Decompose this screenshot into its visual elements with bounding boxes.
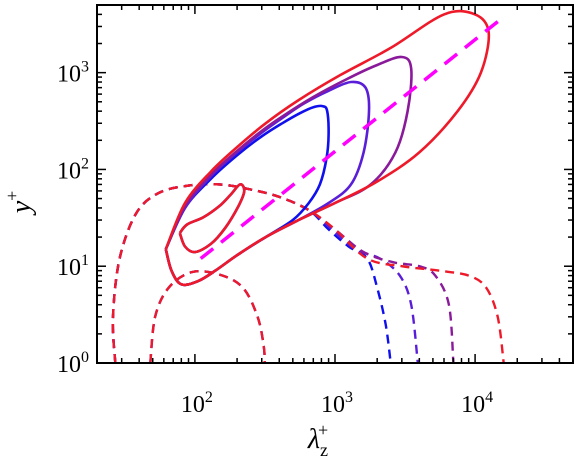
plot-marks — [111, 9, 505, 363]
series-1-dashed-contour-0 — [111, 182, 419, 363]
y-tick-label-0: 100 — [57, 349, 89, 378]
x-axis-label: λz+ — [307, 420, 328, 459]
x-tick-label-2: 102 — [181, 389, 213, 418]
series-0-dashed-contour-0 — [111, 182, 392, 363]
axis-ticks — [96, 4, 574, 364]
x-tick-label-3: 103 — [321, 389, 353, 418]
series-3-solid-contour-1 — [178, 183, 246, 254]
series-3-dashed-contour-1 — [149, 269, 266, 363]
y-tick-label-3: 103 — [57, 59, 89, 88]
plot-area — [96, 4, 574, 364]
series-3-dashed-contour-0 — [111, 182, 505, 363]
reference-line — [199, 18, 501, 260]
plot-frame — [96, 4, 574, 364]
y-tick-label-2: 102 — [57, 155, 89, 184]
series-0-dashed-contour-1 — [149, 269, 266, 363]
series-1-solid-contour-0 — [164, 80, 371, 287]
y-axis-label: y+ — [2, 191, 37, 217]
series-3-solid-contour-0 — [164, 9, 491, 287]
series-2-dashed-contour-0 — [111, 182, 455, 363]
y-tick-label-1: 101 — [57, 252, 89, 281]
tick-labels: 102 103 104 100 101 102 103 — [57, 59, 493, 418]
x-tick-label-4: 104 — [461, 389, 493, 418]
